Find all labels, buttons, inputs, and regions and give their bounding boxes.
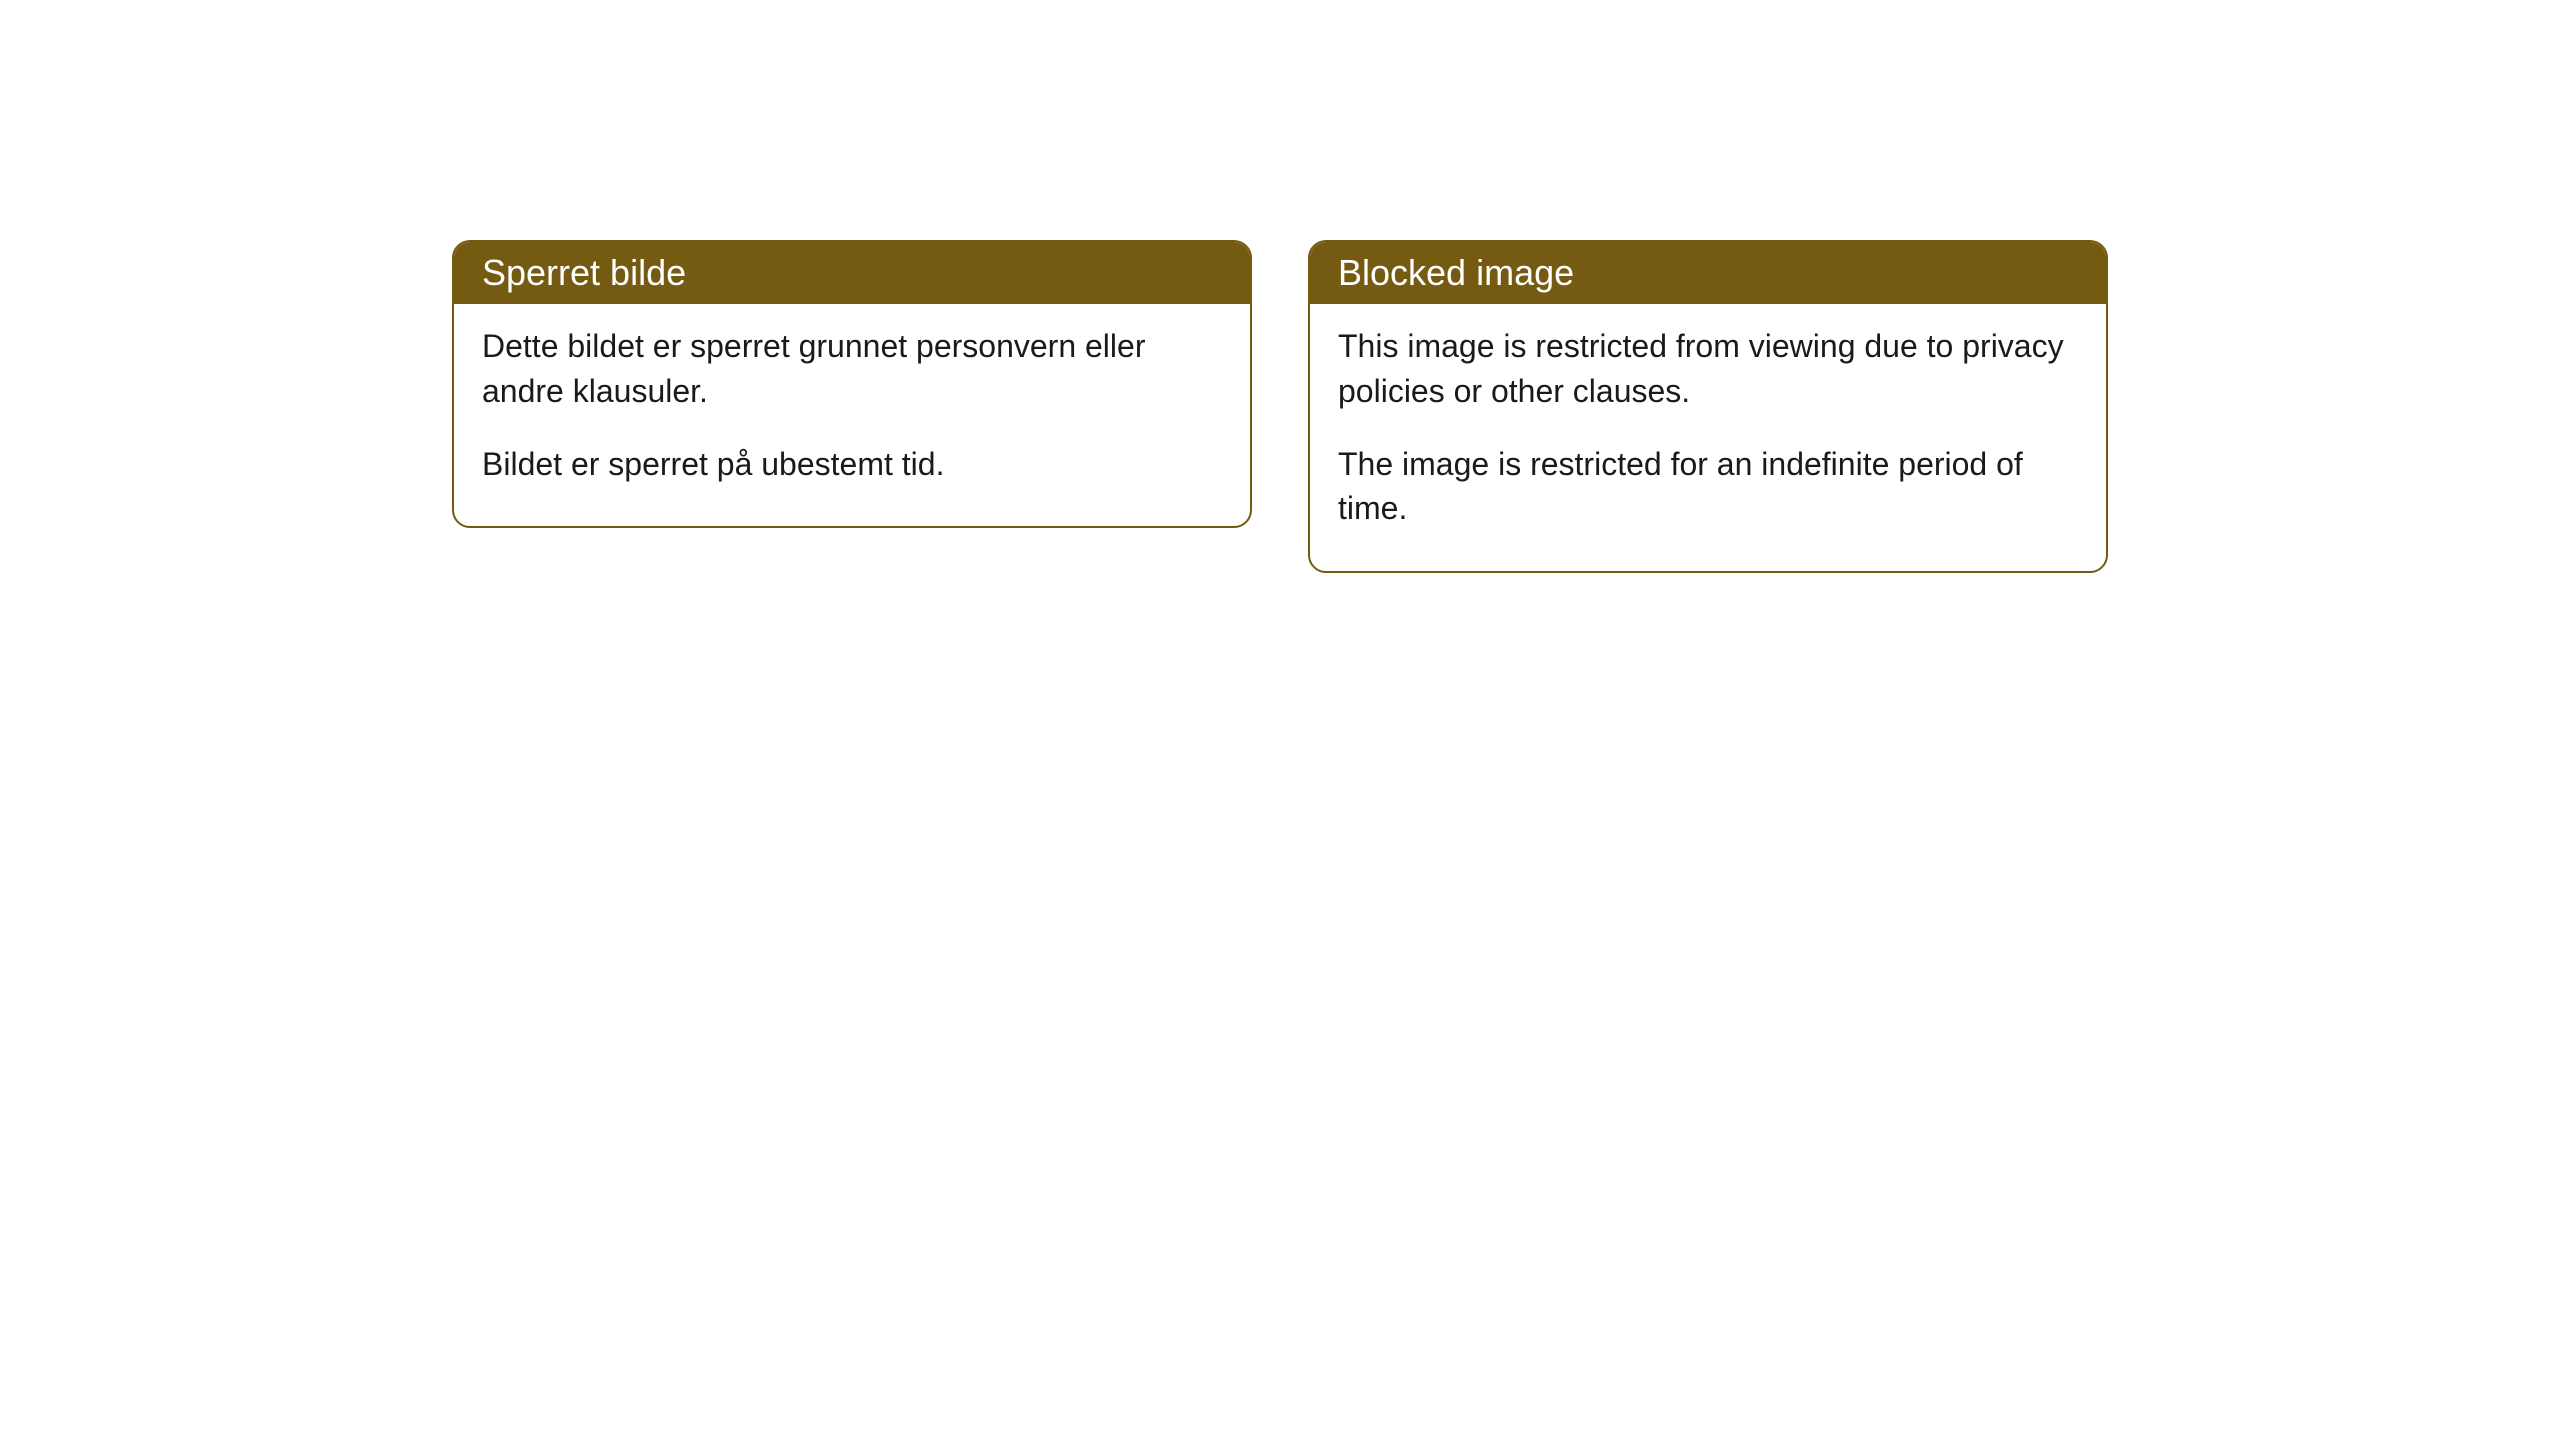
blocked-image-card-norwegian: Sperret bilde Dette bildet er sperret gr… xyxy=(452,240,1252,528)
blocked-image-card-english: Blocked image This image is restricted f… xyxy=(1308,240,2108,573)
card-paragraph-1-english: This image is restricted from viewing du… xyxy=(1338,324,2078,414)
card-title-english: Blocked image xyxy=(1338,252,1574,293)
card-paragraph-1-norwegian: Dette bildet er sperret grunnet personve… xyxy=(482,324,1222,414)
card-header-norwegian: Sperret bilde xyxy=(454,242,1250,304)
card-paragraph-2-english: The image is restricted for an indefinit… xyxy=(1338,442,2078,532)
card-body-english: This image is restricted from viewing du… xyxy=(1310,304,2106,571)
card-body-norwegian: Dette bildet er sperret grunnet personve… xyxy=(454,304,1250,526)
cards-container: Sperret bilde Dette bildet er sperret gr… xyxy=(452,240,2108,1440)
card-paragraph-2-norwegian: Bildet er sperret på ubestemt tid. xyxy=(482,442,1222,487)
card-title-norwegian: Sperret bilde xyxy=(482,252,686,293)
card-header-english: Blocked image xyxy=(1310,242,2106,304)
